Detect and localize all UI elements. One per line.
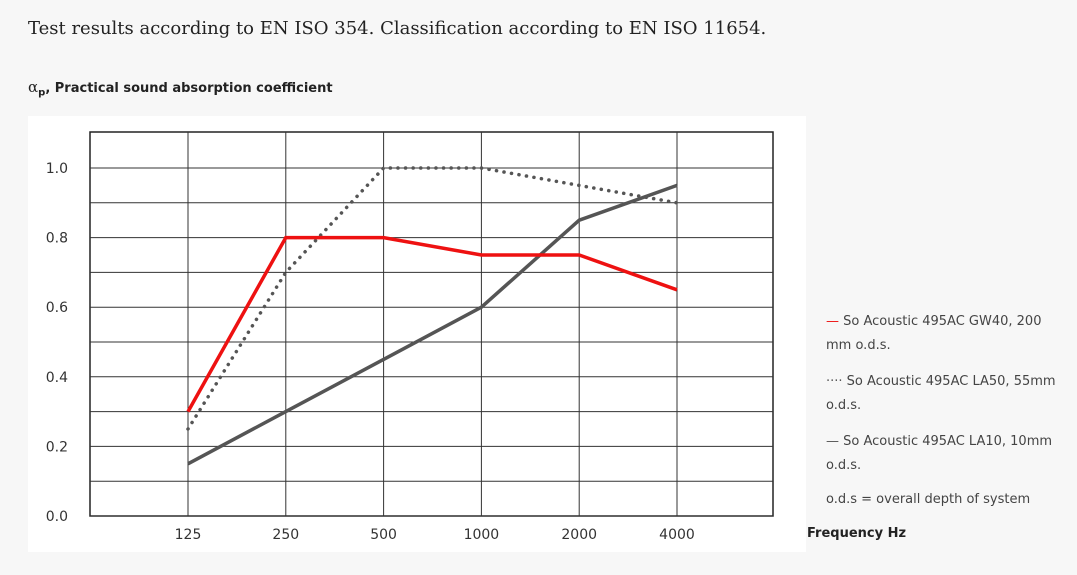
legend-label-la50: So Acoustic 495AC LA50, 55mm o.d.s. [826, 374, 1056, 413]
series-line-la50 [186, 166, 679, 431]
series-line-la10 [187, 183, 678, 466]
chart-title-symbol: α [28, 78, 39, 96]
legend: — So Acoustic 495AC GW40, 200 mm o.d.s. … [826, 310, 1066, 510]
intro-text: Test results according to EN ISO 354. Cl… [28, 18, 767, 39]
legend-item-la50: ···· So Acoustic 495AC LA50, 55mm o.d.s. [826, 370, 1066, 418]
legend-item-gw40: — So Acoustic 495AC GW40, 200 mm o.d.s. [826, 310, 1066, 358]
x-tick-label: 125 [175, 527, 202, 543]
y-tick-label: 1.0 [46, 161, 68, 177]
chart-title: αp, Practical sound absorption coefficie… [28, 78, 333, 99]
x-tick-label: 1000 [464, 527, 500, 543]
y-tick-label: 0.2 [46, 439, 68, 455]
legend-mark-la10: — [826, 434, 839, 449]
x-axis-label: Frequency Hz [807, 526, 907, 541]
legend-mark-gw40: — [826, 314, 839, 329]
legend-mark-la50: ···· [826, 374, 843, 389]
x-tick-label: 500 [370, 527, 397, 543]
legend-label-la10: So Acoustic 495AC LA10, 10mm o.d.s. [826, 434, 1053, 473]
plot-frame [89, 131, 774, 517]
x-tick-label: 250 [272, 527, 299, 543]
chart-background [28, 116, 806, 552]
chart-title-text: , Practical sound absorption coefficient [45, 81, 333, 96]
legend-label-gw40: So Acoustic 495AC GW40, 200 mm o.d.s. [826, 314, 1042, 353]
x-tick-label: 2000 [561, 527, 597, 543]
y-tick-label: 0.4 [46, 370, 68, 386]
chart-title-subscript: p [38, 87, 46, 99]
legend-note: o.d.s = overall depth of system [826, 492, 1031, 507]
series-line-gw40 [186, 235, 678, 413]
y-tick-label: 0.0 [46, 509, 68, 525]
y-tick-label: 0.6 [46, 300, 68, 316]
y-tick-label: 0.8 [46, 231, 68, 247]
x-tick-label: 4000 [659, 527, 695, 543]
legend-item-la10: — So Acoustic 495AC LA10, 10mm o.d.s. [826, 430, 1066, 478]
